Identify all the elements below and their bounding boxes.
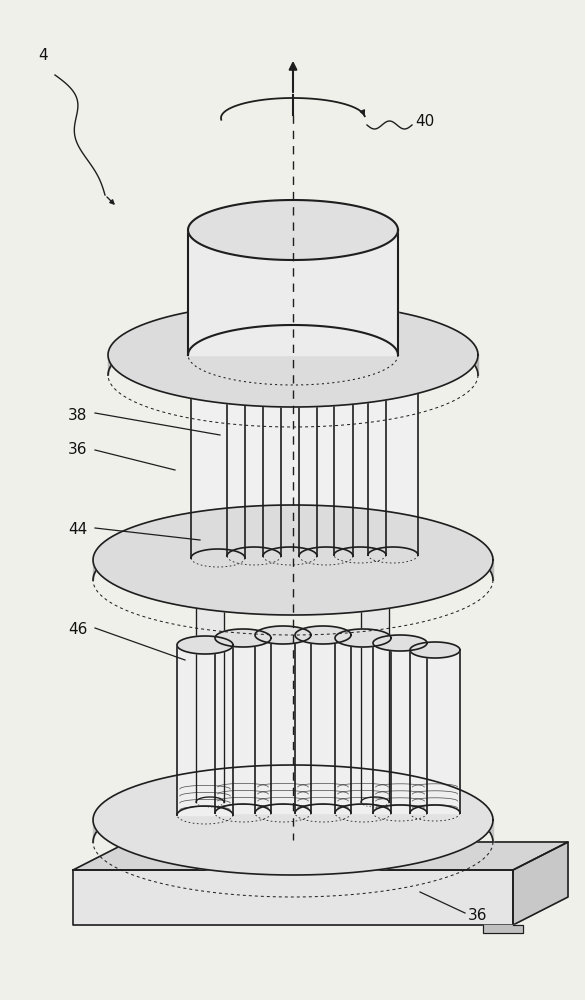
Polygon shape <box>295 635 351 813</box>
Polygon shape <box>215 629 271 647</box>
Polygon shape <box>334 378 386 555</box>
Polygon shape <box>410 642 460 658</box>
Polygon shape <box>299 367 353 385</box>
Polygon shape <box>335 638 391 813</box>
Polygon shape <box>295 626 351 644</box>
Text: 38: 38 <box>68 408 87 422</box>
Polygon shape <box>263 367 317 385</box>
Polygon shape <box>191 374 245 392</box>
Polygon shape <box>196 577 224 587</box>
Polygon shape <box>263 376 317 556</box>
Polygon shape <box>255 635 311 813</box>
Text: 36: 36 <box>68 442 88 458</box>
Polygon shape <box>196 582 224 802</box>
Polygon shape <box>191 383 245 558</box>
Polygon shape <box>361 577 389 587</box>
Polygon shape <box>334 370 386 386</box>
Polygon shape <box>373 635 427 651</box>
Polygon shape <box>188 230 398 355</box>
Text: 44: 44 <box>68 522 87 538</box>
Polygon shape <box>108 303 478 407</box>
Text: 46: 46 <box>68 622 87 638</box>
Polygon shape <box>335 629 391 647</box>
Polygon shape <box>93 765 493 875</box>
Polygon shape <box>368 375 418 391</box>
Polygon shape <box>483 925 523 933</box>
Text: 40: 40 <box>415 114 434 129</box>
Polygon shape <box>299 376 353 556</box>
Polygon shape <box>227 369 281 387</box>
Polygon shape <box>188 200 398 260</box>
Polygon shape <box>373 643 427 813</box>
Polygon shape <box>227 378 281 556</box>
Polygon shape <box>368 383 418 555</box>
Polygon shape <box>215 638 271 813</box>
Polygon shape <box>177 636 233 654</box>
Text: 36: 36 <box>468 908 487 922</box>
Polygon shape <box>73 870 513 925</box>
Polygon shape <box>73 842 568 870</box>
Polygon shape <box>255 626 311 644</box>
Polygon shape <box>177 645 233 815</box>
Polygon shape <box>410 650 460 813</box>
Polygon shape <box>361 582 389 802</box>
Polygon shape <box>513 842 568 925</box>
Text: 4: 4 <box>38 47 47 62</box>
Polygon shape <box>93 505 493 615</box>
